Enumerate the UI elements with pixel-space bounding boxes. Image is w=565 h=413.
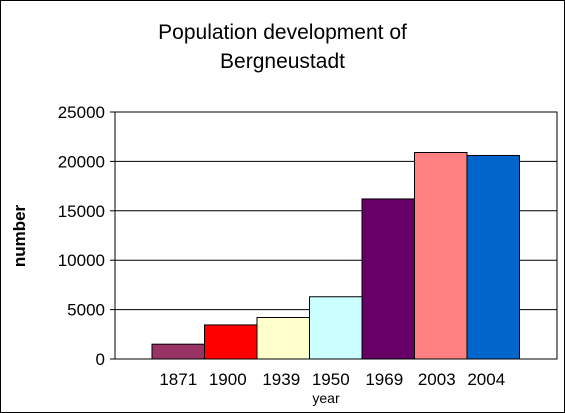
- bars: [151, 152, 520, 360]
- y-tick-label: 20000: [58, 152, 105, 171]
- bar-2004: [466, 154, 520, 360]
- y-axis-ticks: 0 5000 10000 15000 20000 25000: [58, 103, 115, 369]
- chart-title-line-1: Population development of: [158, 21, 407, 44]
- bar-1900: [204, 324, 258, 360]
- x-tick-label: 2004: [467, 370, 505, 389]
- x-tick-label: 1950: [312, 370, 350, 389]
- y-axis-label: number: [10, 204, 29, 267]
- x-axis-label: year: [312, 390, 340, 406]
- chart-title: Population development of Bergneustadt: [90, 18, 475, 76]
- x-tick-label: 1900: [209, 370, 247, 389]
- y-tick-label: 25000: [58, 103, 105, 122]
- x-tick-label: 1969: [365, 370, 403, 389]
- bar-1939: [256, 317, 310, 360]
- bar-1950: [309, 296, 363, 360]
- x-tick-label: 1939: [262, 370, 300, 389]
- bar-2003: [414, 152, 468, 360]
- y-tick-label: 15000: [58, 202, 105, 221]
- bar-1969: [361, 198, 415, 360]
- y-tick-label: 10000: [58, 251, 105, 270]
- y-tick-label: 5000: [67, 301, 105, 320]
- chart-title-line-2: Bergneustadt: [220, 50, 345, 73]
- y-tick-label: 0: [96, 350, 105, 369]
- x-axis-ticks: 1871 1900 1939 1950 1969 2003 2004: [159, 370, 505, 389]
- x-tick-label: 1871: [159, 370, 197, 389]
- x-tick-label: 2003: [418, 370, 456, 389]
- bar-1871: [151, 343, 205, 360]
